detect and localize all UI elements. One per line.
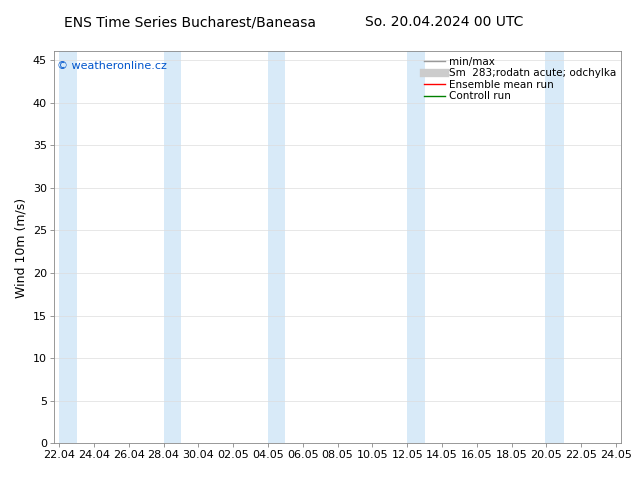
Y-axis label: Wind 10m (m/s): Wind 10m (m/s) — [14, 197, 27, 297]
Bar — [59, 51, 77, 443]
Text: © weatheronline.cz: © weatheronline.cz — [56, 61, 167, 71]
Bar — [268, 51, 285, 443]
Bar — [407, 51, 425, 443]
Text: ENS Time Series Bucharest/Baneasa: ENS Time Series Bucharest/Baneasa — [64, 15, 316, 29]
Text: So. 20.04.2024 00 UTC: So. 20.04.2024 00 UTC — [365, 15, 523, 29]
Legend: min/max, Sm  283;rodatn acute; odchylka, Ensemble mean run, Controll run: min/max, Sm 283;rodatn acute; odchylka, … — [422, 54, 618, 103]
Bar — [545, 51, 564, 443]
Bar — [164, 51, 181, 443]
